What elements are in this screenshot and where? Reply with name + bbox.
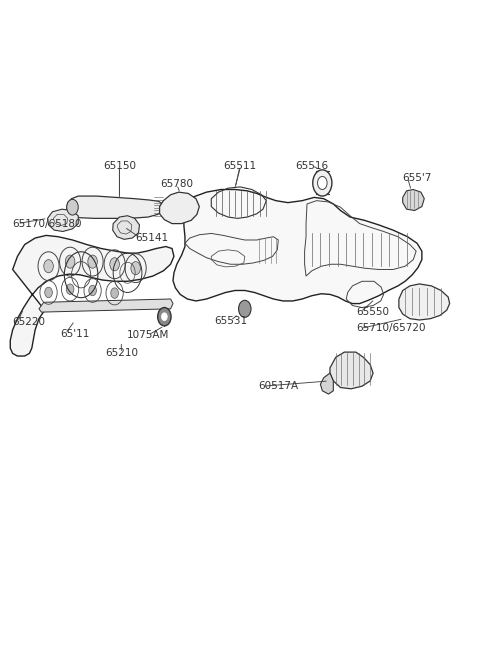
Circle shape [157,307,171,326]
Polygon shape [321,373,333,394]
Text: 65220: 65220 [12,317,46,327]
Circle shape [65,255,75,268]
Text: 65780: 65780 [160,179,193,189]
Polygon shape [173,189,422,304]
Polygon shape [10,235,174,356]
Text: 65516: 65516 [295,161,328,171]
Text: 65710/65720: 65710/65720 [356,323,425,334]
Circle shape [161,313,167,321]
Circle shape [110,258,120,271]
Text: 65150: 65150 [103,161,136,171]
Text: 65531: 65531 [214,315,247,326]
Circle shape [318,176,327,189]
Circle shape [88,255,97,268]
Polygon shape [48,209,78,231]
Text: 65170/65180: 65170/65180 [12,219,82,229]
Text: 655'7: 655'7 [403,173,432,183]
Polygon shape [67,196,164,218]
Circle shape [67,199,78,215]
Circle shape [239,300,251,317]
Text: 65141: 65141 [136,233,169,243]
Polygon shape [113,215,140,239]
Polygon shape [159,192,199,223]
Circle shape [89,285,96,296]
Circle shape [44,260,53,273]
Polygon shape [39,299,173,312]
Polygon shape [330,352,373,389]
Text: 65'11: 65'11 [60,328,90,339]
Text: 1075AM: 1075AM [127,330,169,340]
Circle shape [131,261,141,275]
Polygon shape [399,284,450,320]
Text: 65511: 65511 [223,161,257,171]
Circle shape [313,170,332,196]
Polygon shape [403,189,424,210]
Text: 60517A: 60517A [258,381,298,391]
Circle shape [66,284,74,294]
Text: 65210: 65210 [105,348,138,359]
Text: 65550: 65550 [356,307,389,317]
Circle shape [111,288,119,298]
Circle shape [45,287,52,298]
